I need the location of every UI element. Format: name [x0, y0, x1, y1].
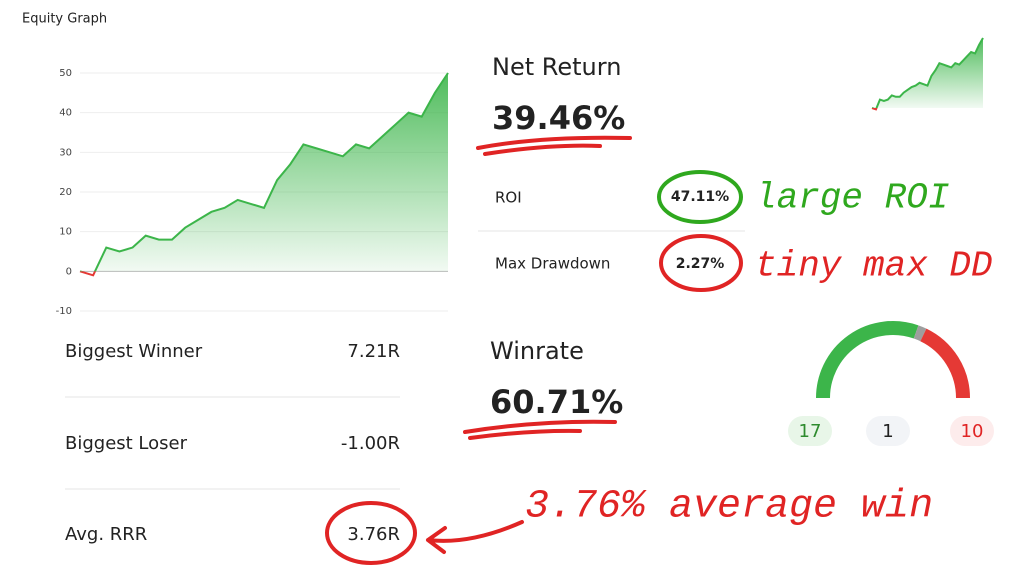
underline	[476, 135, 632, 156]
gauge-label: 1	[882, 421, 893, 442]
gauge-label-bg	[866, 416, 910, 446]
trade-stat-label: Biggest Winner	[65, 341, 203, 362]
trade-stat-label: Biggest Loser	[65, 433, 188, 454]
gauge-arc	[913, 325, 927, 342]
annotation: 3.76% average win	[525, 485, 933, 530]
circle	[657, 170, 743, 224]
gauge-label: 10	[961, 421, 984, 442]
y-tick-label: -10	[56, 306, 72, 317]
stat-label: ROI	[495, 189, 522, 207]
gauge-label: 17	[799, 421, 822, 442]
trade-stat-value: 3.76R	[347, 524, 400, 545]
net-return-value: 39.46%	[492, 99, 625, 137]
net-return-label: Net Return	[492, 53, 621, 81]
equity-line	[872, 37, 984, 108]
trade-stat-label: Avg. RRR	[65, 524, 147, 545]
annotation: large ROI	[755, 178, 949, 219]
stat-value: 47.11%	[671, 189, 729, 205]
y-tick-label: 10	[59, 227, 72, 238]
y-tick-label: 40	[59, 108, 72, 119]
winrate-label: Winrate	[490, 337, 584, 365]
y-tick-label: 20	[59, 187, 72, 198]
gauge-label-bg	[788, 416, 832, 446]
gauge-arc	[920, 328, 970, 399]
circle	[325, 501, 417, 565]
stat-label: Max Drawdown	[495, 255, 610, 273]
dynamic: -10 0 10 20 30 40 50 17 1 10	[56, 37, 994, 446]
underline	[463, 419, 617, 440]
y-tick-label: 50	[59, 68, 72, 79]
gauge-arc	[816, 321, 919, 399]
annotation: tiny max DD	[755, 246, 993, 287]
circle	[659, 234, 743, 292]
chart-title: Equity Graph	[22, 12, 107, 27]
y-tick-label: 30	[59, 147, 72, 158]
equity-area	[80, 73, 448, 272]
equity-area	[872, 38, 983, 108]
trade-stat-value: -1.00R	[341, 433, 400, 454]
gauge-label-bg	[950, 416, 994, 446]
stat-value: 2.27%	[676, 256, 725, 272]
trade-stat-value: 7.21R	[347, 341, 400, 362]
arrow	[426, 520, 524, 554]
equity-line	[79, 72, 449, 272]
y-tick-label: 0	[66, 266, 72, 277]
winrate-value: 60.71%	[490, 383, 623, 421]
